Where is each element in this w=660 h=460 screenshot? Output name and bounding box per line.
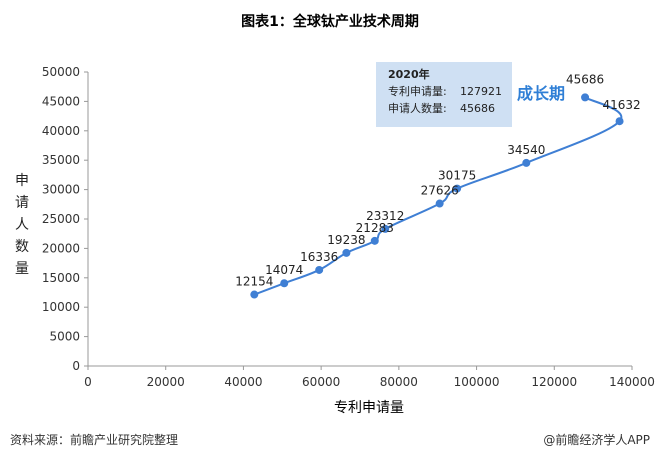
y-tick-label: 50000 [42,65,80,79]
x-tick-label: 140000 [609,375,655,389]
axes [87,72,632,367]
data-point [435,199,444,208]
data-label: 41632 [602,98,640,112]
data-label: 19238 [327,233,365,247]
data-label: 21283 [356,221,394,235]
data-point [280,279,289,288]
y-tick-label: 15000 [42,271,80,285]
data-point [453,184,462,193]
annotation-line1-value: 127921 [460,85,502,98]
annotation-line2-label: 申请人数量: [388,102,447,115]
x-tick-label: 120000 [531,375,577,389]
data-label: 45686 [566,72,604,86]
y-tick-label: 35000 [42,153,80,167]
data-series [250,93,624,299]
data-point [250,290,259,299]
data-point [381,224,390,233]
data-point [342,248,351,257]
data-point [522,158,531,167]
y-axis-label-char: 量 [15,261,29,277]
data-label: 12154 [235,275,273,289]
tick-labels: 0 20000 40000 60000 80000 100000 120000 140000 0… [42,65,655,389]
annotation-year: 2020年 [388,67,430,81]
y-tick-label: 10000 [42,300,80,314]
data-point [315,265,324,274]
x-tick-label: 60000 [302,375,340,389]
x-axis-label: 专利申请量 [334,400,404,416]
data-label: 23312 [366,209,404,223]
phase-label: 成长期 [517,84,565,103]
data-point [615,117,624,126]
y-tick-label: 45000 [42,94,80,108]
x-tick-label: 20000 [147,375,185,389]
y-axis-label-char: 请 [15,195,29,211]
y-tick-label: 30000 [42,183,80,197]
y-axis-label-char: 人 [15,217,29,233]
source-note: 资料来源：前瞻产业研究院整理 [10,433,179,447]
y-axis-label: 申请人数量 [15,173,29,277]
app-credit: @前瞻经济学人APP [543,433,650,447]
data-label: 34540 [507,143,545,157]
x-tick-label: 100000 [454,375,500,389]
data-label: 27626 [421,184,459,198]
x-tick-label: 80000 [380,375,418,389]
annotation-line1-label: 专利申请量: [388,84,447,98]
annotation-line2-value: 45686 [460,102,495,115]
x-tick-label: 40000 [224,375,262,389]
chart-title: 图表1：全球钛产业技术周期 [241,13,419,30]
y-tick-label: 40000 [42,124,80,138]
data-point [370,236,379,245]
y-tick-label: 20000 [42,241,80,255]
y-tick-label: 5000 [49,330,80,344]
y-axis-label-char: 申 [15,173,29,189]
data-label: 16336 [300,250,338,264]
data-label: 30175 [438,169,476,183]
data-label: 14074 [265,263,303,277]
y-tick-label: 25000 [42,212,80,226]
y-tick-label: 0 [72,359,80,373]
y-axis-label-char: 数 [15,239,29,255]
series-line [253,96,623,296]
annotation-background [376,62,512,127]
data-point [581,93,590,102]
x-tick-label: 0 [84,375,92,389]
